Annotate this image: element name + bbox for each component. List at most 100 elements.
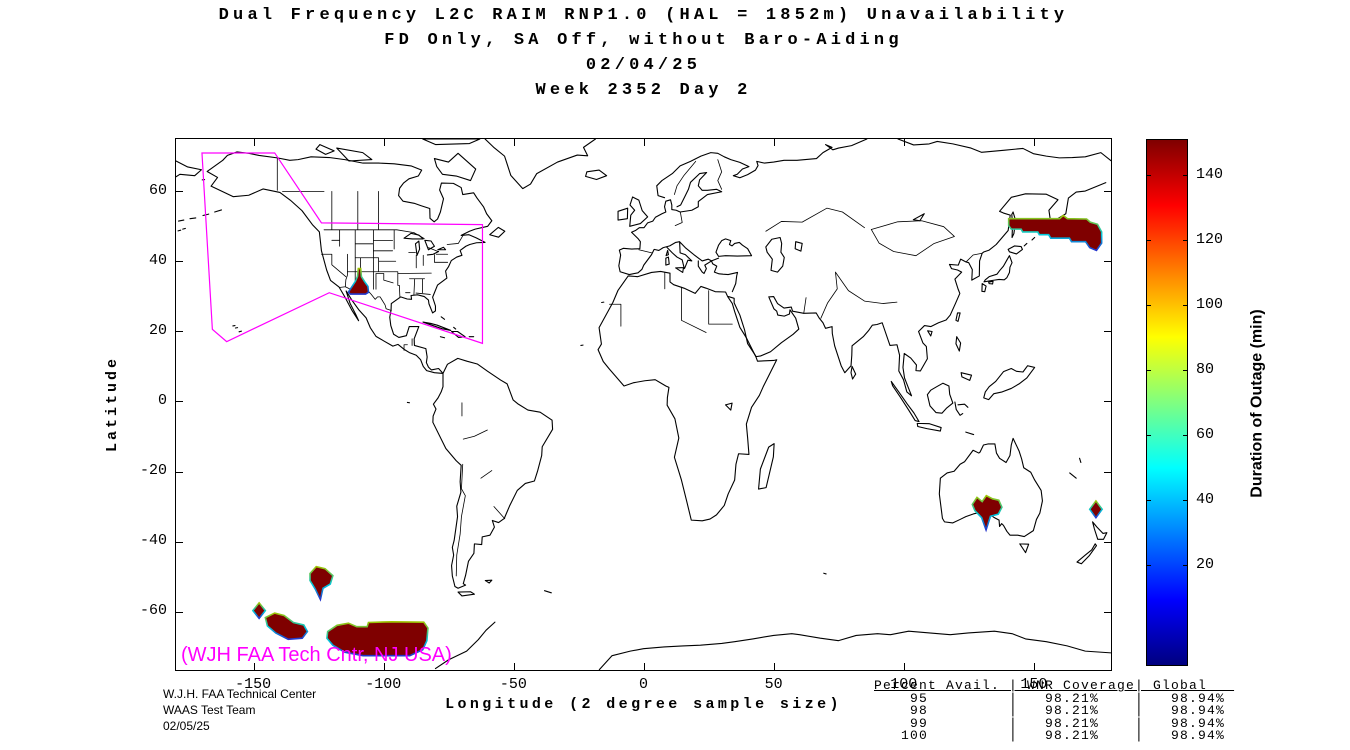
figure-title: Dual Frequency L2C RAIM RNP1.0 (HAL = 18… [175,3,1112,103]
availability-table-row: 100 | 98.21% | 98.94% [874,728,1226,743]
y-tick-mark [176,331,183,333]
coast-mediterranean [629,242,737,292]
x-tick-label: -100 [365,676,402,693]
colorbar-tick-mark [1146,565,1151,567]
colorbar-tick-label: 140 [1196,165,1224,183]
y-tick-mark [1104,401,1111,403]
borders-africa [609,272,732,332]
y-tick-label: 60 [148,181,167,199]
availability-table: Percent Avail. | WNR Coverage| Global 95… [874,678,1235,743]
coast-africa [598,271,777,520]
y-tick-mark [1104,471,1111,473]
colorbar-tick-mark [1183,369,1188,371]
coast-siberia [176,139,1111,177]
y-tick-mark [1104,541,1111,543]
colorbar-tick-mark [1183,304,1188,306]
coast-great-lakes [404,233,446,255]
y-tick-label: 0 [157,391,167,409]
y-tick-mark [176,191,183,193]
coast-island-dots [178,180,826,574]
y-tick-mark [176,541,183,543]
availability-table-row: 98 | 98.21% | 98.94% [874,703,1226,718]
x-tick-mark [774,663,776,670]
title-line-1: Dual Frequency L2C RAIM RNP1.0 (HAL = 18… [218,6,1069,25]
y-tick-mark [1104,191,1111,193]
borders-south-america [456,403,505,576]
coast-greenland [485,139,595,189]
y-tick-mark [176,261,183,263]
coast-north-america [207,152,492,373]
x-tick-mark [513,139,515,146]
waas-boundary-polygon [202,153,483,343]
footer-line-2: WAAS Test Team [163,703,256,717]
outage-region-south-pacific-c [265,613,307,639]
coast-japan [982,212,1043,292]
title-line-3: 02/04/25 [585,56,702,75]
colorbar-tick-mark [1183,500,1188,502]
colorbar-tick-label: 120 [1196,230,1224,248]
x-tick-mark [1034,663,1036,670]
title-line-2: FD Only, SA Off, without Baro-Aiding [384,31,903,50]
outage-region-south-australia [972,496,1002,530]
borders-europe [639,160,722,253]
x-tick-mark [513,663,515,670]
world-map [176,139,1111,670]
colorbar-tick-label: 80 [1196,360,1215,378]
x-tick-mark [253,663,255,670]
coast-arctic-islands [316,139,505,237]
x-tick-label: 0 [638,676,648,693]
map-annotation: (WJH FAA Tech Cntr, NJ USA) [181,644,452,666]
x-tick-mark [383,663,385,670]
x-tick-label: 50 [764,676,783,693]
coast-black-caspian [716,214,924,272]
coast-antarctica [435,591,1111,670]
colorbar-tick-label: 60 [1196,426,1215,444]
x-tick-mark [1034,139,1036,146]
borders-asia [766,208,982,318]
availability-table-row: 99 | 98.21% | 98.94% [874,715,1226,731]
colorbar-tick-label: 40 [1196,491,1215,509]
outage-region-tasman-sea-east [1090,501,1102,518]
borders-north-america [277,158,463,350]
y-tick-label: -40 [139,532,167,550]
x-axis-label: Longitude (2 degree sample size) [445,696,842,713]
coast-southeast-asia [891,313,1034,435]
x-tick-label: -150 [235,676,272,693]
y-tick-label: -60 [139,602,167,620]
y-tick-mark [1104,611,1111,613]
y-tick-label: -20 [139,462,167,480]
availability-table-header: Percent Avail. | WNR Coverage| Global [874,678,1235,693]
coast-arabia [728,297,855,379]
outage-region-nw-pacific-okhotsk [1009,216,1102,251]
availability-table-row: 95 | 98.21% | 98.94% [874,690,1226,706]
colorbar-tick-mark [1146,500,1151,502]
outage-region-south-pacific-d [327,622,428,656]
coastlines [176,139,1111,670]
colorbar-tick-label: 100 [1196,295,1224,313]
coast-australia-nz [939,438,1107,563]
coast-uk-ireland-iceland [586,170,648,226]
colorbar-tick-mark [1183,239,1188,241]
colorbar-tick-mark [1146,239,1151,241]
coast-south-america [433,358,553,596]
y-tick-label: 40 [148,251,167,269]
outage-region-south-pacific-b [253,603,265,618]
colorbar [1146,139,1188,666]
x-tick-label: -50 [499,676,527,693]
x-tick-label: 150 [1020,676,1048,693]
footer-line-3: 02/05/25 [163,719,210,733]
y-tick-mark [176,611,183,613]
coast-caribbean [423,317,474,338]
x-tick-mark [644,663,645,670]
y-tick-mark [1104,331,1111,333]
colorbar-label: Duration of Outage (min) [1248,309,1266,498]
coast-europe [619,139,867,275]
y-tick-mark [176,401,183,403]
colorbar-tick-mark [1183,435,1188,437]
title-line-4: Week 2352 Day 2 [535,81,752,100]
x-tick-mark [774,139,776,146]
x-tick-mark [644,139,645,146]
x-tick-mark [253,139,255,146]
colorbar-tick-mark [1183,565,1188,567]
